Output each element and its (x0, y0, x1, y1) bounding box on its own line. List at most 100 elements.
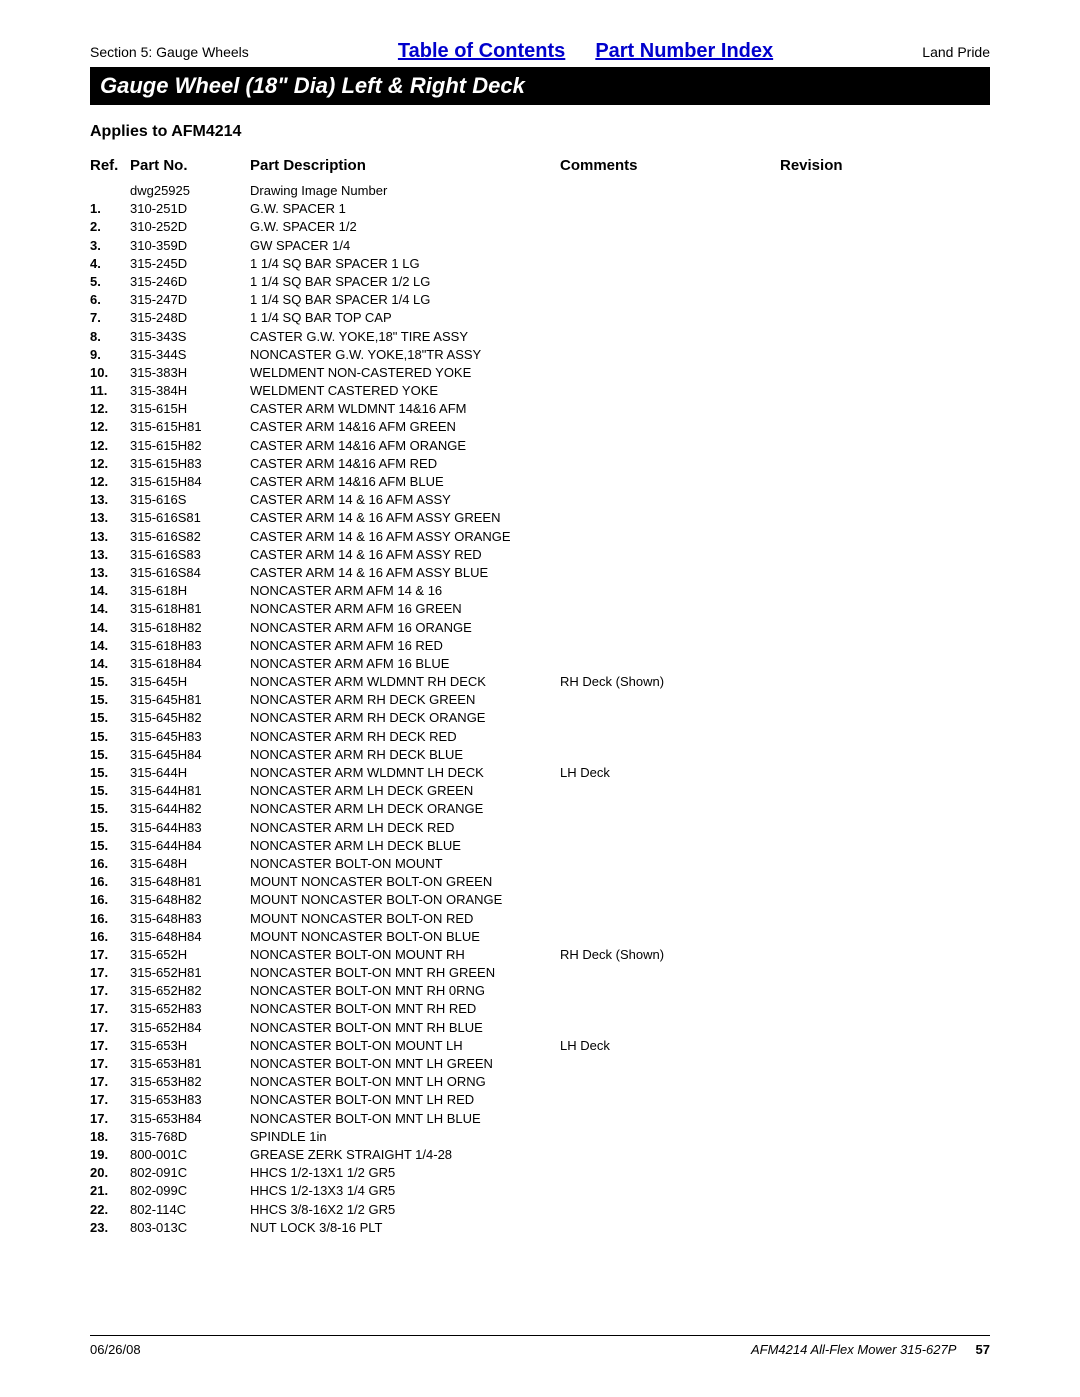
table-row: 16.315-648H84MOUNT NONCASTER BOLT-ON BLU… (90, 928, 990, 946)
cell-desc: HHCS 1/2-13X1 1/2 GR5 (250, 1164, 560, 1182)
cell-ref: 5. (90, 273, 130, 291)
header-links: Table of Contents Part Number Index (398, 40, 773, 63)
page-header: Section 5: Gauge Wheels Table of Content… (90, 40, 990, 63)
cell-desc: NONCASTER ARM LH DECK ORANGE (250, 800, 560, 818)
table-row: 22.802-114CHHCS 3/8-16X2 1/2 GR5 (90, 1201, 990, 1219)
cell-part: 315-248D (130, 309, 250, 327)
cell-part: 315-618H (130, 582, 250, 600)
page-number: 57 (976, 1342, 990, 1357)
table-row: 15.315-645H83NONCASTER ARM RH DECK RED (90, 728, 990, 746)
cell-part: 315-616S81 (130, 509, 250, 527)
cell-desc: 1 1/4 SQ BAR TOP CAP (250, 309, 560, 327)
cell-comm (560, 273, 780, 291)
cell-comm (560, 400, 780, 418)
cell-desc: NONCASTER ARM LH DECK RED (250, 819, 560, 837)
cell-part: 315-645H82 (130, 709, 250, 727)
cell-ref: 22. (90, 1201, 130, 1219)
table-row: 16.315-648H81MOUNT NONCASTER BOLT-ON GRE… (90, 873, 990, 891)
table-row: 6.315-247D1 1/4 SQ BAR SPACER 1/4 LG (90, 291, 990, 309)
cell-desc: NONCASTER ARM RH DECK RED (250, 728, 560, 746)
table-row: 16.315-648H83MOUNT NONCASTER BOLT-ON RED (90, 910, 990, 928)
cell-desc: NONCASTER BOLT-ON MNT RH RED (250, 1000, 560, 1018)
cell-desc: Drawing Image Number (250, 182, 560, 200)
cell-desc: CASTER ARM 14&16 AFM BLUE (250, 473, 560, 491)
cell-desc: NONCASTER ARM RH DECK GREEN (250, 691, 560, 709)
table-row: 10.315-383HWELDMENT NON-CASTERED YOKE (90, 364, 990, 382)
cell-ref: 18. (90, 1128, 130, 1146)
table-row: 2.310-252DG.W. SPACER 1/2 (90, 218, 990, 236)
cell-desc: NONCASTER BOLT-ON MNT LH GREEN (250, 1055, 560, 1073)
cell-comm: LH Deck (560, 1037, 780, 1055)
cell-part: 315-653H83 (130, 1091, 250, 1109)
cell-ref: 1. (90, 200, 130, 218)
cell-ref: 19. (90, 1146, 130, 1164)
cell-ref: 16. (90, 910, 130, 928)
cell-desc: NONCASTER BOLT-ON MNT LH RED (250, 1091, 560, 1109)
table-row: 3.310-359DGW SPACER 1/4 (90, 237, 990, 255)
cell-ref: 2. (90, 218, 130, 236)
cell-ref: 13. (90, 546, 130, 564)
cell-comm (560, 1110, 780, 1128)
cell-part: 315-616S (130, 491, 250, 509)
cell-part: 315-343S (130, 328, 250, 346)
cell-part: 315-247D (130, 291, 250, 309)
cell-comm (560, 291, 780, 309)
cell-desc: G.W. SPACER 1 (250, 200, 560, 218)
cell-comm (560, 1219, 780, 1237)
cell-ref: 9. (90, 346, 130, 364)
cell-comm (560, 837, 780, 855)
table-row: 20.802-091CHHCS 1/2-13X1 1/2 GR5 (90, 1164, 990, 1182)
table-row: 17.315-652H84NONCASTER BOLT-ON MNT RH BL… (90, 1019, 990, 1037)
cell-comm (560, 691, 780, 709)
table-row: 23.803-013CNUT LOCK 3/8-16 PLT (90, 1219, 990, 1237)
cell-comm (560, 1019, 780, 1037)
table-row: 12.315-615H83CASTER ARM 14&16 AFM RED (90, 455, 990, 473)
cell-part: 315-652H (130, 946, 250, 964)
table-row: 17.315-652H83NONCASTER BOLT-ON MNT RH RE… (90, 1000, 990, 1018)
table-row: 12.315-615H82CASTER ARM 14&16 AFM ORANGE (90, 437, 990, 455)
cell-part: 315-652H81 (130, 964, 250, 982)
cell-ref: 13. (90, 564, 130, 582)
cell-ref: 12. (90, 455, 130, 473)
page-footer: 06/26/08 AFM4214 All-Flex Mower 315-627P… (90, 1335, 990, 1357)
cell-desc: GREASE ZERK STRAIGHT 1/4-28 (250, 1146, 560, 1164)
cell-ref: 15. (90, 800, 130, 818)
cell-part: 315-644H84 (130, 837, 250, 855)
page-title: Gauge Wheel (18" Dia) Left & Right Deck (90, 67, 990, 105)
cell-part: 315-618H83 (130, 637, 250, 655)
cell-part: 315-645H84 (130, 746, 250, 764)
cell-desc: SPINDLE 1in (250, 1128, 560, 1146)
cell-desc: NONCASTER BOLT-ON MOUNT (250, 855, 560, 873)
cell-desc: CASTER ARM WLDMNT 14&16 AFM (250, 400, 560, 418)
cell-comm (560, 437, 780, 455)
table-row: 17.315-653H83NONCASTER BOLT-ON MNT LH RE… (90, 1091, 990, 1109)
cell-ref: 13. (90, 491, 130, 509)
cell-desc: CASTER ARM 14 & 16 AFM ASSY BLUE (250, 564, 560, 582)
cell-comm (560, 509, 780, 527)
cell-part: 310-251D (130, 200, 250, 218)
table-row: 11.315-384HWELDMENT CASTERED YOKE (90, 382, 990, 400)
cell-desc: CASTER ARM 14&16 AFM RED (250, 455, 560, 473)
cell-ref: 17. (90, 1055, 130, 1073)
col-header-ref: Ref. (90, 157, 130, 174)
table-row: 13.315-616S83CASTER ARM 14 & 16 AFM ASSY… (90, 546, 990, 564)
toc-link[interactable]: Table of Contents (398, 40, 565, 63)
table-row: 15.315-644HNONCASTER ARM WLDMNT LH DECKL… (90, 764, 990, 782)
part-index-link[interactable]: Part Number Index (595, 40, 773, 63)
cell-ref: 23. (90, 1219, 130, 1237)
table-row: 8.315-343SCASTER G.W. YOKE,18" TIRE ASSY (90, 328, 990, 346)
cell-comm (560, 1073, 780, 1091)
table-row: 13.315-616S84CASTER ARM 14 & 16 AFM ASSY… (90, 564, 990, 582)
cell-part: 315-653H81 (130, 1055, 250, 1073)
cell-comm (560, 1164, 780, 1182)
cell-ref: 10. (90, 364, 130, 382)
cell-comm (560, 546, 780, 564)
table-row: dwg25925Drawing Image Number (90, 182, 990, 200)
cell-ref: 20. (90, 1164, 130, 1182)
cell-desc: NONCASTER ARM LH DECK BLUE (250, 837, 560, 855)
cell-ref: 8. (90, 328, 130, 346)
cell-desc: 1 1/4 SQ BAR SPACER 1/4 LG (250, 291, 560, 309)
cell-desc: CASTER ARM 14 & 16 AFM ASSY RED (250, 546, 560, 564)
table-row: 15.315-644H83NONCASTER ARM LH DECK RED (90, 819, 990, 837)
cell-comm (560, 746, 780, 764)
